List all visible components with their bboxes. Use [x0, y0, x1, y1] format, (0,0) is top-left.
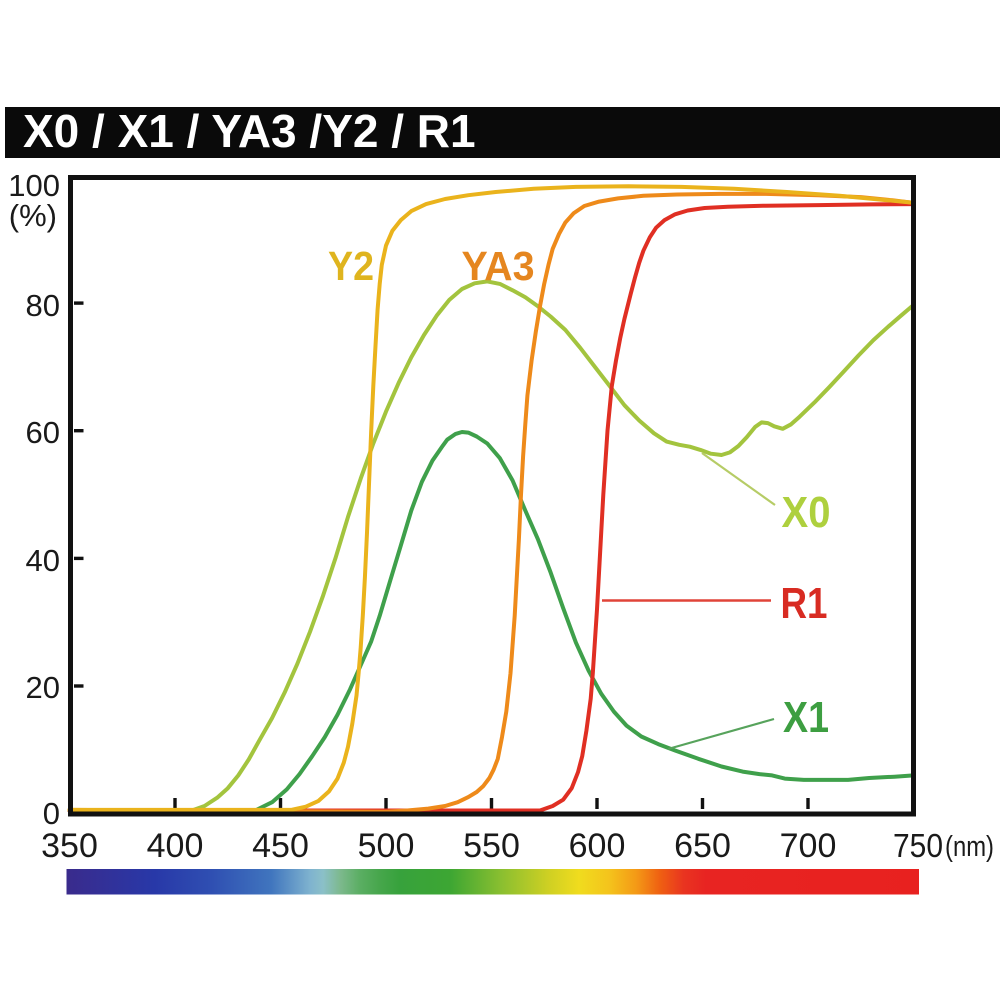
svg-text:100: 100 — [8, 168, 60, 203]
svg-text:Y2: Y2 — [328, 243, 374, 289]
svg-text:0: 0 — [43, 796, 60, 831]
svg-text:600: 600 — [569, 827, 626, 865]
svg-text:X1: X1 — [783, 693, 829, 742]
svg-text:500: 500 — [358, 827, 415, 865]
svg-text:40: 40 — [26, 543, 60, 578]
svg-text:R1: R1 — [781, 579, 828, 628]
svg-text:750: 750 — [893, 827, 943, 864]
svg-text:400: 400 — [147, 827, 204, 865]
svg-text:(%): (%) — [9, 198, 57, 233]
svg-text:350: 350 — [41, 827, 98, 865]
svg-text:650: 650 — [674, 827, 731, 865]
svg-text:20: 20 — [26, 670, 60, 705]
svg-text:X0: X0 — [782, 488, 831, 537]
svg-text:80: 80 — [26, 288, 60, 323]
svg-text:550: 550 — [463, 827, 520, 865]
svg-text:(nm): (nm) — [945, 831, 994, 863]
svg-text:60: 60 — [26, 415, 60, 450]
svg-text:450: 450 — [252, 827, 309, 865]
svg-text:X0 / X1 / YA3 /Y2 / R1: X0 / X1 / YA3 /Y2 / R1 — [23, 105, 476, 157]
svg-text:YA3: YA3 — [462, 243, 535, 289]
svg-text:700: 700 — [780, 827, 837, 865]
